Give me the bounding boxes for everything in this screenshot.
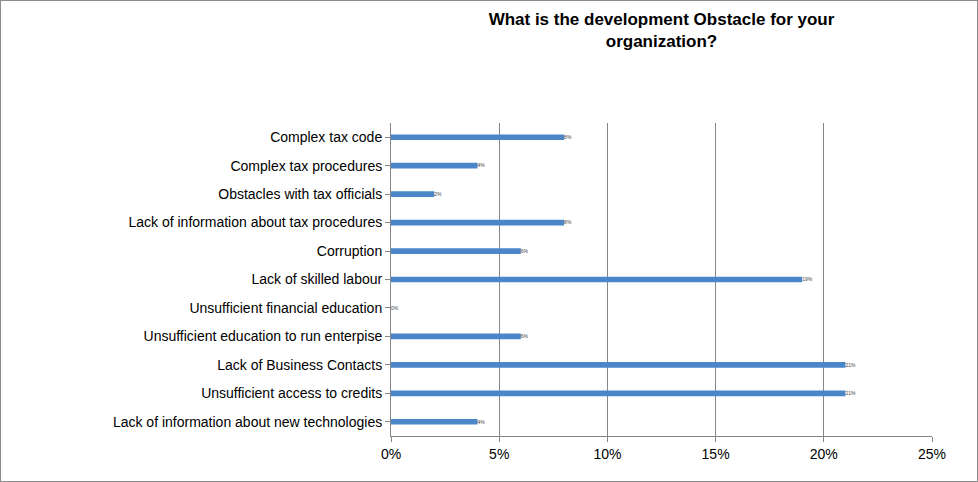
svg-text:Unsufficient education to run: Unsufficient education to run enterpise: [144, 328, 383, 344]
svg-text:Corruption: Corruption: [317, 243, 382, 259]
svg-text:6%: 6%: [521, 334, 529, 339]
svg-text:2%: 2%: [434, 192, 442, 197]
svg-text:0%: 0%: [381, 446, 401, 462]
svg-text:Lack of information about new: Lack of information about new technologi…: [113, 414, 382, 430]
svg-text:What is the development Obstac: What is the development Obstacle for you…: [489, 10, 835, 51]
svg-text:4%: 4%: [478, 420, 486, 425]
svg-text:8%: 8%: [564, 135, 572, 140]
svg-text:Complex tax procedures: Complex tax procedures: [230, 158, 382, 174]
svg-text:Lack of Business Contacts: Lack of Business Contacts: [217, 357, 382, 373]
svg-text:0%: 0%: [391, 306, 399, 311]
svg-text:4%: 4%: [478, 163, 486, 168]
svg-text:20%: 20%: [810, 446, 838, 462]
svg-text:8%: 8%: [564, 220, 572, 225]
svg-text:25%: 25%: [918, 446, 946, 462]
svg-text:Unsufficient access to credits: Unsufficient access to credits: [201, 385, 382, 401]
svg-text:Unsufficient financial educati: Unsufficient financial education: [189, 300, 382, 316]
svg-text:Obstacles with tax officials: Obstacles with tax officials: [218, 186, 382, 202]
svg-text:10%: 10%: [593, 446, 621, 462]
svg-text:Lack of skilled labour: Lack of skilled labour: [251, 271, 382, 287]
svg-text:21%: 21%: [845, 391, 856, 396]
svg-text:5%: 5%: [489, 446, 509, 462]
svg-text:15%: 15%: [702, 446, 730, 462]
svg-text:19%: 19%: [802, 276, 813, 282]
svg-text:21%: 21%: [845, 363, 856, 368]
svg-text:Complex tax code: Complex tax code: [270, 129, 382, 145]
svg-text:Lack of information about tax: Lack of information about tax procedures: [128, 214, 382, 230]
svg-text:6%: 6%: [521, 249, 529, 254]
